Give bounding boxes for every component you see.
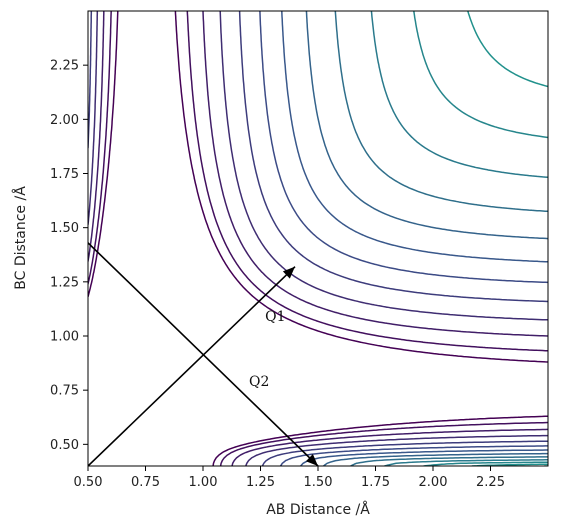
annotation-label: Q1 [265,309,285,325]
y-tick-label: 1.50 [50,221,79,236]
x-tick-label: 0.75 [131,475,160,490]
arrow-head [305,454,318,466]
x-axis: 0.50 0.75 1.00 1.25 1.50 1.75 2.00 2.25 [74,466,505,490]
y-tick-label: 0.50 [50,438,79,453]
y-tick-label: 1.75 [50,167,79,182]
contour-line [259,11,548,466]
x-axis-label: AB Distance /Å [266,501,370,518]
x-tick-label: 1.50 [304,475,333,490]
contour-line [88,11,548,466]
arrow-line [88,266,296,466]
y-axis: 0.50 0.75 1.00 1.25 1.50 1.75 2.00 2.25 [50,59,88,453]
contour-line [281,11,548,466]
x-tick-label: 2.25 [476,475,505,490]
x-tick-label: 1.25 [246,475,275,490]
annotation-label: Q2 [249,374,269,390]
contour-lines [88,11,548,466]
x-tick-label: 0.50 [74,475,103,490]
contour-line [88,11,548,466]
x-tick-label: 1.00 [189,475,218,490]
y-tick-label: 1.25 [50,275,79,290]
contour-line [370,11,548,466]
y-tick-label: 1.00 [50,330,79,345]
x-tick-label: 2.00 [419,475,448,490]
y-tick-label: 2.00 [50,113,79,128]
x-tick-label: 1.75 [361,475,390,490]
y-tick-label: 0.75 [50,384,79,399]
arrows [88,242,319,466]
y-axis-label: BC Distance /Å [12,186,29,290]
arrow-head [282,266,295,279]
annotations: Q1 Q2 [249,309,285,390]
y-tick-label: 2.25 [50,59,79,74]
